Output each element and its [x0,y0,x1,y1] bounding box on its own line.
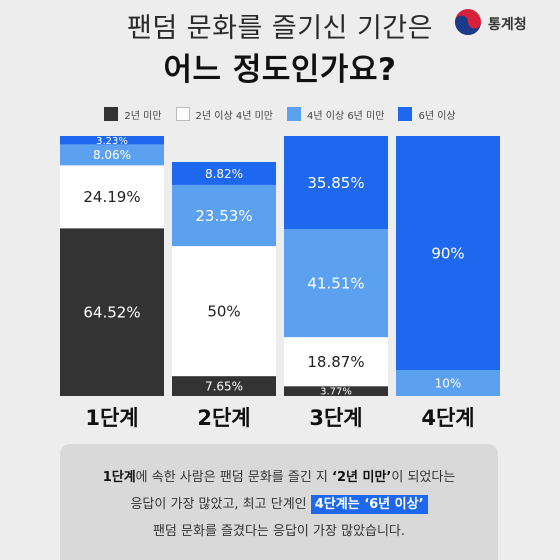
legend-swatch [287,107,301,121]
summary-note: 1단계에 속한 사람은 팬덤 문화를 즐긴 지 ‘2년 미만’이 되었다는 응답… [60,444,498,560]
note-line3: 팬덤 문화를 즐겼다는 응답이 가장 많았습니다. [60,518,498,545]
data-label: 3.23% [96,136,128,147]
note-line2: 응답이 가장 많았고, 최고 단계인 4단계는 ‘6년 이상’ [60,491,498,518]
note-line1: 1단계에 속한 사람은 팬덤 문화를 즐긴 지 ‘2년 미만’이 되었다는 [60,464,498,491]
bar-segment [284,337,388,387]
data-label: 7.65% [205,379,243,393]
note-highlight: 4단계는 ‘6년 이상’ [310,495,428,514]
legend-label: 2년 미만 [124,110,162,122]
data-label: 18.87% [307,353,364,371]
data-label: 35.85% [307,174,364,192]
taegeuk-emblem-icon [455,9,481,36]
note-stage1: 1단계 [102,470,136,485]
bar-segment [60,144,164,166]
bar-segment [284,229,388,338]
legend-swatch [398,107,413,121]
bar-segment [60,136,164,145]
data-label: 41.51% [307,275,364,293]
data-label: 50% [207,303,240,321]
note-text: 이 되었다는 [391,470,456,485]
category-label: 2단계 [197,406,250,430]
bar-segment [172,376,276,396]
data-label: 23.53% [195,207,252,225]
data-label: 90% [431,244,464,262]
data-label: 64.52% [83,304,140,322]
category-label: 4단계 [421,406,474,430]
legend-swatch [175,107,190,121]
bar-segment [396,370,500,396]
stacked-bar-chart: 64.52% 24.19% 8.06%3.23% 1단계 7.65% 50% 23.53% 8… [60,136,500,430]
bar-segment [60,228,164,396]
bar-segment [172,184,276,247]
category-label: 1단계 [85,406,138,430]
legend-label: 6년 이상 [418,110,456,122]
legend-item: 6년 이상 [398,107,456,122]
data-label: 8.06% [93,148,131,162]
statistics-korea-logo: 통계청 [452,6,552,40]
data-label: 24.19% [83,188,140,206]
legend-label: 4년 이상 6년 미만 [307,110,385,122]
note-emphasis: ‘2년 미만’ [332,470,392,485]
data-label: 10% [435,376,462,390]
bar-segment [172,246,276,377]
bar-segment [60,165,164,229]
logo-text: 통계청 [488,17,527,33]
legend-item: 2년 이상 4년 미만 [175,107,273,122]
note-text: 에 속한 사람은 팬덤 문화를 즐긴 지 [135,470,333,485]
legend-item: 2년 미만 [104,107,162,122]
legend-label: 2년 이상 4년 미만 [195,110,273,122]
note-text: 응답이 가장 많았고, 최고 단계인 [130,497,311,512]
legend: 2년 미만 2년 이상 4년 미만 4년 이상 6년 미만 6년 이상 [0,106,560,122]
legend-item: 4년 이상 6년 미만 [287,107,384,122]
title-line1: 팬덤 문화를 즐기신 기간은 [127,13,433,44]
bar-segment [172,162,276,185]
note-text: 팬덤 문화를 즐겼다는 응답이 가장 많았습니다. [152,524,406,539]
bar-segment [284,136,388,230]
bar-segment [284,386,388,396]
bar-segment [396,136,500,370]
data-label: 3.77% [320,387,352,398]
title-line2: 어느 정도인가요? [163,52,397,88]
legend-swatch [104,107,119,121]
data-label: 8.82% [205,167,243,181]
category-label: 3단계 [309,406,362,430]
